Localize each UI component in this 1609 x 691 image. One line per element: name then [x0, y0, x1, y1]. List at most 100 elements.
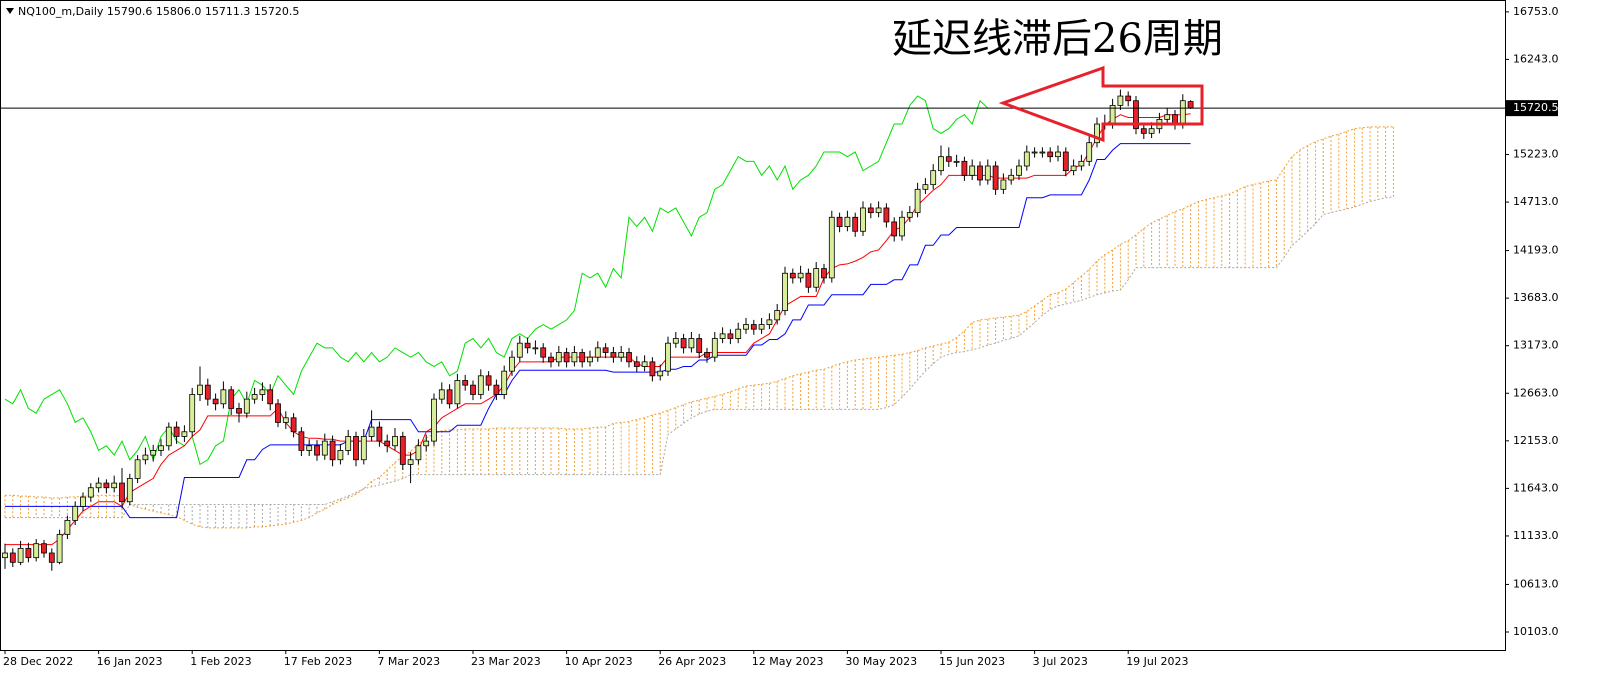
- cloud-layer: [4, 126, 1394, 529]
- x-tick-label: 30 May 2023: [845, 655, 917, 668]
- y-tick-label: 11643.0: [1513, 481, 1559, 494]
- y-tick-label: 10103.0: [1513, 625, 1559, 638]
- candle-body: [197, 384, 203, 395]
- candle-body: [797, 272, 804, 279]
- y-tick-label: 12663.0: [1513, 386, 1559, 399]
- axis-layer: 16753.0 16243.0 15223.0 14713.0 14193.0 13683…: [0, 5, 1559, 668]
- candle-body: [1140, 128, 1147, 134]
- candle-body: [563, 352, 570, 363]
- candle-body: [735, 328, 742, 339]
- candle-body: [891, 221, 898, 237]
- candle-body: [1062, 151, 1069, 172]
- y-tick-label: 16753.0: [1513, 5, 1559, 18]
- candle-body: [641, 361, 648, 367]
- candle-body: [532, 347, 539, 350]
- x-tick-label: 3 Jul 2023: [1033, 655, 1088, 668]
- candle-body: [33, 543, 40, 559]
- candle-body: [41, 543, 47, 554]
- candle-body: [329, 440, 336, 461]
- candle-body: [548, 356, 554, 363]
- annotation: 延迟线滞后26周期: [892, 16, 1223, 62]
- candle-body: [87, 487, 94, 498]
- candle-body: [56, 533, 63, 563]
- chart-header: NQ100_m,Daily 15790.6 15806.0 15711.3 15…: [18, 5, 299, 18]
- candle-body: [969, 165, 976, 176]
- x-tick-label: 26 Apr 2023: [658, 655, 726, 668]
- candle-body: [953, 160, 960, 163]
- candle-body: [376, 426, 383, 442]
- candle-body: [142, 454, 149, 461]
- candle-body: [462, 380, 469, 386]
- y-tick-label: 15223.0: [1513, 148, 1559, 161]
- candle-body: [25, 547, 32, 559]
- candle-body: [782, 272, 788, 311]
- candle-body: [298, 431, 305, 451]
- candle-body: [228, 389, 235, 409]
- candle-body: [446, 389, 453, 405]
- candle-body: [844, 216, 851, 228]
- candle-body: [1086, 142, 1093, 162]
- candle-body: [1008, 174, 1015, 181]
- candle-body: [173, 426, 180, 437]
- y-tick-label: 12153.0: [1513, 434, 1559, 447]
- candle-body: [95, 482, 102, 489]
- x-tick-label: 12 May 2023: [752, 655, 824, 668]
- candle-body: [17, 547, 24, 563]
- candle-body: [48, 552, 55, 563]
- candle-body: [431, 398, 437, 442]
- x-tick-label: 10 Apr 2023: [565, 655, 633, 668]
- candle-body: [789, 272, 796, 279]
- candle-body: [930, 170, 937, 186]
- candle-body: [704, 352, 710, 358]
- candle-body: [126, 478, 133, 503]
- candle-body: [119, 482, 125, 503]
- candle-body: [914, 188, 921, 214]
- candle-body: [899, 216, 905, 237]
- candle-body: [236, 408, 242, 414]
- candle-body: [836, 216, 843, 228]
- candle-body: [275, 403, 281, 423]
- candle-body: [1078, 160, 1085, 167]
- candle-body: [1117, 95, 1124, 106]
- candle-body: [1125, 95, 1132, 102]
- x-tick-label: 17 Feb 2023: [284, 655, 352, 668]
- candle-body: [579, 352, 586, 363]
- candle-body: [165, 426, 172, 447]
- candle-body: [1016, 165, 1022, 176]
- candle-body: [1047, 151, 1054, 158]
- candle-body: [1179, 100, 1186, 125]
- y-tick-label: 16243.0: [1513, 52, 1559, 65]
- x-tick-label: 7 Mar 2023: [377, 655, 440, 668]
- candle-body: [1039, 151, 1046, 154]
- candle-body: [657, 370, 664, 377]
- candle-body: [1164, 114, 1171, 120]
- candle-body: [938, 156, 944, 172]
- candle-body: [477, 375, 484, 395]
- candle-body: [181, 431, 188, 437]
- candle-body: [259, 389, 266, 395]
- candle-body: [1070, 165, 1077, 172]
- candle-body: [992, 165, 999, 190]
- candle-body: [828, 216, 835, 279]
- candle-body: [540, 347, 547, 358]
- candle-body: [633, 361, 640, 367]
- candle-body: [1023, 151, 1030, 167]
- price-label: 15720.5: [1513, 101, 1559, 114]
- y-tick-label: 11133.0: [1513, 529, 1559, 542]
- y-tick-label: 10613.0: [1513, 577, 1559, 590]
- candle-body: [649, 361, 656, 377]
- x-tick-label: 1 Feb 2023: [190, 655, 251, 668]
- candle-body: [72, 505, 79, 521]
- candle-body: [392, 436, 398, 447]
- candle-body: [727, 333, 734, 339]
- y-tick-label: 13173.0: [1513, 339, 1559, 352]
- candle-body: [867, 207, 874, 214]
- candle-body: [501, 370, 508, 395]
- candle-body: [150, 450, 157, 456]
- candle-body: [415, 445, 422, 461]
- candle-body: [321, 440, 328, 456]
- candle-body: [189, 394, 196, 433]
- candle-body: [251, 394, 258, 400]
